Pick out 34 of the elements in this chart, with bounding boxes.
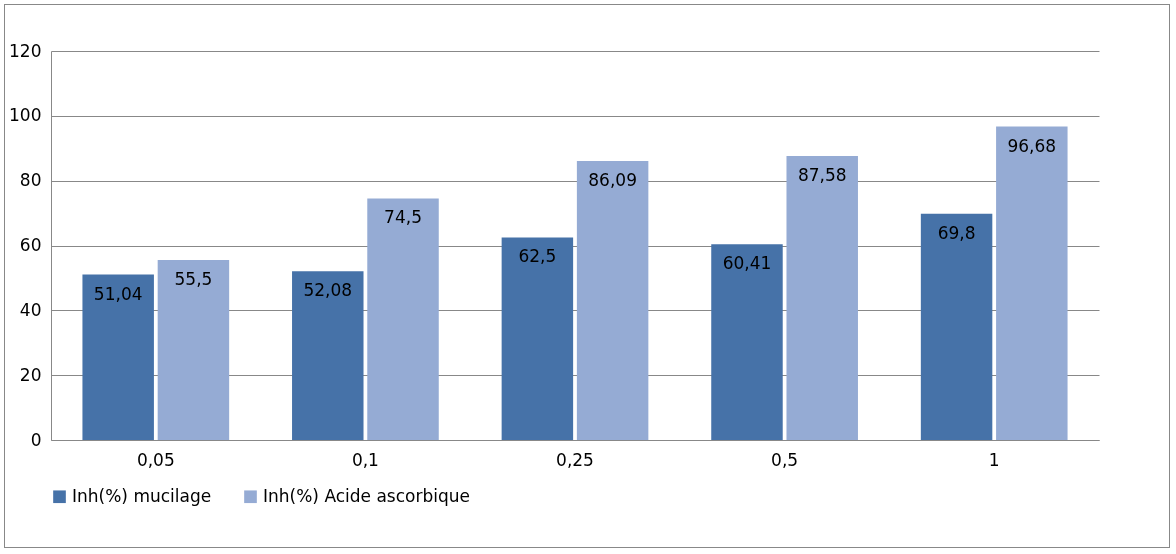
data-label: 55,5	[174, 269, 213, 290]
y-tick-label: 80	[19, 170, 42, 191]
legend-label: Inh(%) mucilage	[72, 485, 212, 506]
data-label: 52,08	[303, 280, 353, 301]
data-label: 86,09	[588, 169, 637, 190]
data-label: 62,5	[518, 246, 557, 267]
x-tick-label: 1	[988, 449, 1000, 470]
data-label: 96,68	[1007, 135, 1057, 156]
y-tick-label: 20	[19, 364, 42, 385]
bar	[501, 237, 574, 440]
x-tick-label: 0,5	[771, 449, 799, 470]
x-tick-label: 0,1	[351, 449, 379, 470]
bar	[996, 126, 1068, 440]
x-tick-label: 0,25	[556, 449, 594, 470]
y-tick-label: 120	[9, 40, 42, 61]
data-label: 74,5	[384, 207, 422, 228]
bar	[82, 274, 154, 440]
data-label: 51,04	[93, 283, 143, 304]
y-tick-label: 0	[30, 429, 42, 450]
bar	[786, 156, 858, 440]
bar	[157, 260, 230, 440]
bar	[292, 271, 364, 440]
bar	[576, 160, 649, 440]
data-label: 69,8	[937, 222, 976, 243]
y-tick-label: 60	[19, 235, 42, 255]
data-label: 87,58	[797, 165, 847, 186]
bar	[711, 244, 783, 440]
y-tick-label: 40	[19, 299, 42, 320]
bar	[920, 213, 993, 440]
legend-label: Inh(%) Acide ascorbique	[263, 485, 470, 506]
x-tick-label: 0,05	[136, 449, 175, 470]
bar	[367, 198, 439, 440]
y-tick-label: 100	[9, 105, 42, 126]
data-label: 60,41	[722, 253, 772, 274]
